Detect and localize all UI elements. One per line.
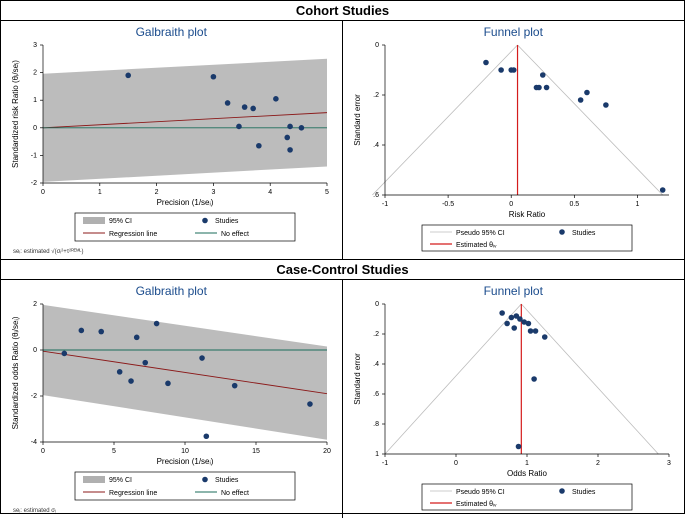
svg-text:Standardized odds Ratio (θᵢ/se: Standardized odds Ratio (θᵢ/seᵢ): [11, 316, 20, 429]
svg-text:0: 0: [509, 201, 513, 208]
svg-text:10: 10: [181, 448, 189, 455]
svg-text:1: 1: [525, 460, 529, 467]
svg-text:Estimated θᵢᵥ: Estimated θᵢᵥ: [456, 501, 497, 508]
svg-text:15: 15: [252, 448, 260, 455]
svg-text:Studies: Studies: [572, 489, 596, 496]
svg-text:1: 1: [635, 201, 639, 208]
casecontrol-header: Case-Control Studies: [1, 259, 684, 280]
cohort-galbraith-svg: 0 1 2 3 4 5 -2 -1 0 1 2 3 Precision (1/seᵢ) Standardi…: [7, 41, 335, 255]
svg-text:3: 3: [33, 42, 37, 49]
svg-text:-1: -1: [31, 152, 37, 159]
svg-text:5: 5: [325, 189, 329, 196]
svg-text:Regression line: Regression line: [109, 490, 157, 497]
svg-text:1: 1: [33, 97, 37, 104]
svg-text:1: 1: [98, 189, 102, 196]
cc-funnel-title: Funnel plot: [349, 284, 679, 298]
svg-text:Odds Ratio: Odds Ratio: [506, 469, 547, 478]
svg-text:20: 20: [323, 448, 331, 455]
svg-text:0: 0: [41, 448, 45, 455]
svg-text:.6: .6: [373, 391, 379, 398]
cohort-funnel-cell: Funnel plot -1 -0.5 0 0.5 1 0 .2 .4 .6 Risk Ratio…: [343, 21, 685, 259]
svg-text:-4: -4: [31, 439, 37, 446]
cohort-funnel-svg: -1 -0.5 0 0.5 1 0 .2 .4 .6 Risk Ratio Standard err…: [349, 41, 677, 255]
svg-text:Studies: Studies: [572, 230, 596, 237]
svg-text:0: 0: [375, 301, 379, 308]
svg-text:0: 0: [33, 125, 37, 132]
svg-text:2: 2: [596, 460, 600, 467]
svg-text:-1: -1: [381, 201, 387, 208]
svg-text:Standardized risk Ratio (θᵢ/se: Standardized risk Ratio (θᵢ/seᵢ): [11, 60, 20, 168]
svg-text:2: 2: [33, 70, 37, 77]
svg-text:3: 3: [667, 460, 671, 467]
cc-funnel-cell: Funnel plot -1 0 1 2 3 0 .2 .4 .6 .8 1 Odds Ratio St…: [343, 280, 685, 518]
svg-text:95% CI: 95% CI: [109, 218, 132, 225]
svg-text:.4: .4: [373, 142, 379, 149]
svg-text:Regression line: Regression line: [109, 231, 157, 238]
svg-text:Precision (1/seᵢ): Precision (1/seᵢ): [157, 457, 214, 466]
cc-funnel-svg: -1 0 1 2 3 0 .2 .4 .6 .8 1 Odds Ratio Standard error…: [349, 300, 677, 514]
svg-text:seᵢ: estimated σᵢ: seᵢ: estimated σᵢ: [13, 508, 56, 514]
svg-text:-2: -2: [31, 393, 37, 400]
svg-text:95% CI: 95% CI: [109, 477, 132, 484]
cohort-header: Cohort Studies: [1, 1, 684, 21]
svg-text:Estimated θᵢᵥ: Estimated θᵢᵥ: [456, 242, 497, 249]
svg-text:Pseudo 95% CI: Pseudo 95% CI: [456, 489, 505, 496]
svg-text:2: 2: [33, 301, 37, 308]
svg-text:0: 0: [454, 460, 458, 467]
svg-text:Studies: Studies: [215, 477, 239, 484]
svg-text:seᵢ: estimated √(σᵢ²+τ²ᴿᴱᴹᴸ): seᵢ: estimated √(σᵢ²+τ²ᴿᴱᴹᴸ): [13, 248, 83, 255]
cohort-row: Galbraith plot 0 1 2 3 4 5 -2 -1 0 1 2 3 Precision (…: [1, 21, 684, 259]
svg-text:0: 0: [375, 42, 379, 49]
svg-text:0: 0: [33, 347, 37, 354]
svg-text:-2: -2: [31, 180, 37, 187]
svg-text:0.5: 0.5: [569, 201, 579, 208]
svg-text:5: 5: [112, 448, 116, 455]
svg-text:2: 2: [155, 189, 159, 196]
svg-text:Precision (1/seᵢ): Precision (1/seᵢ): [157, 198, 214, 207]
svg-text:No effect: No effect: [221, 231, 249, 238]
svg-text:No effect: No effect: [221, 490, 249, 497]
svg-text:1: 1: [375, 451, 379, 458]
svg-text:.8: .8: [373, 421, 379, 428]
svg-text:Standard error: Standard error: [353, 353, 362, 405]
svg-text:.4: .4: [373, 361, 379, 368]
cohort-galbraith-title: Galbraith plot: [7, 25, 336, 39]
cc-row: Galbraith plot 05101520-4-202Precision (…: [1, 280, 684, 518]
svg-text:.6: .6: [373, 192, 379, 199]
cohort-funnel-title: Funnel plot: [349, 25, 679, 39]
svg-text:.2: .2: [373, 92, 379, 99]
svg-text:-0.5: -0.5: [442, 201, 454, 208]
svg-text:0: 0: [41, 189, 45, 196]
cc-galbraith-title: Galbraith plot: [7, 284, 336, 298]
cc-galbraith-cell: Galbraith plot 0 5 10 15 20 -4 -2 0 2 Precision (…: [1, 280, 343, 518]
svg-text:3: 3: [211, 189, 215, 196]
svg-text:-1: -1: [381, 460, 387, 467]
cc-galbraith-svg: 0 5 10 15 20 -4 -2 0 2 Precision (1/seᵢ) Standardi…: [7, 300, 335, 514]
svg-text:.2: .2: [373, 331, 379, 338]
svg-text:Studies: Studies: [215, 218, 239, 225]
svg-text:Pseudo 95% CI: Pseudo 95% CI: [456, 230, 505, 237]
figure-panel: Cohort Studies Galbraith plot 0 1 2 3 4 5 -2 -1…: [0, 0, 685, 514]
svg-text:Standard error: Standard error: [353, 94, 362, 146]
svg-text:Risk Ratio: Risk Ratio: [508, 210, 545, 219]
cohort-galbraith-cell: Galbraith plot 0 1 2 3 4 5 -2 -1 0 1 2 3 Precision (…: [1, 21, 343, 259]
svg-text:4: 4: [268, 189, 272, 196]
